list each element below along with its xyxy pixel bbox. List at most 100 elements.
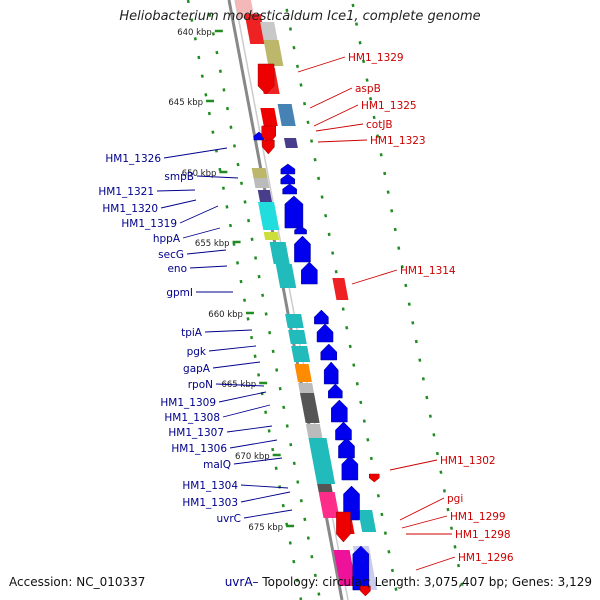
feature-block-29 <box>333 550 357 586</box>
forward-leader-malQ <box>233 457 283 465</box>
forward-gene-label-gpmI: gpmI <box>166 287 193 299</box>
forward-gene-label-HM1_1307: HM1_1307 <box>168 427 224 439</box>
reverse-leader-cotJB <box>315 123 364 132</box>
tick-ring-inner-left <box>186 0 303 600</box>
feature-block-3 <box>263 40 284 66</box>
forward-leader-HM1_1303 <box>240 491 291 503</box>
forward-arrow-4 <box>284 195 304 229</box>
feature-block-17 <box>288 330 307 344</box>
footer-dash: – <box>252 575 259 589</box>
reverse-gene-label-HM1_1325: HM1_1325 <box>361 100 417 112</box>
forward-gene-label-gapA: gapA <box>183 363 211 375</box>
forward-leader-HM1_1306 <box>229 439 278 449</box>
forward-leader-smpB <box>196 175 239 179</box>
forward-leader-tpiA <box>204 329 253 333</box>
forward-gene-label-hppA: hppA <box>153 233 181 245</box>
forward-gene-label-HM1_1319: HM1_1319 <box>121 218 177 230</box>
forward-gene-label-secG: secG <box>158 249 184 261</box>
scale-label-6: 670 kbp <box>235 452 270 462</box>
feature-block-5 <box>277 104 296 126</box>
forward-gene-label-eno: eno <box>167 263 187 275</box>
forward-gene-label-HM1_1306: HM1_1306 <box>171 443 227 455</box>
forward-gene-label-pgk: pgk <box>187 346 207 358</box>
feature-block-23 <box>305 424 323 438</box>
accession-label: Accession: NC_010337 <box>9 575 146 589</box>
forward-gene-label-smpB: smpB <box>164 171 194 183</box>
forward-arrow-11 <box>323 361 339 385</box>
summary-text: Topology: circular; Length: 3,075,407 bp… <box>262 575 592 589</box>
reverse-leader-HM1_1323 <box>317 139 368 143</box>
tick-ring-ring-right-b <box>350 0 467 600</box>
forward-leader-HM1_1307 <box>226 425 273 433</box>
forward-gene-label-HM1_1303: HM1_1303 <box>182 497 238 509</box>
feature-block-1 <box>244 14 267 44</box>
tick-ring-inner-right-left <box>205 0 322 600</box>
forward-leader-eno <box>189 265 228 269</box>
reverse-gene-label-HM1_1298: HM1_1298 <box>455 529 511 541</box>
feature-block-6 <box>260 108 278 126</box>
feature-block-9 <box>253 178 270 188</box>
forward-leader-HM1_1320 <box>160 199 197 209</box>
reverse-gene-label-aspB: aspB <box>355 83 381 95</box>
genome-summary: uvrA– Topology: circular; Length: 3,075,… <box>225 575 592 589</box>
reverse-leader-HM1_1296 <box>415 556 456 571</box>
forward-arrow-10 <box>320 343 338 361</box>
feature-block-19 <box>294 364 312 382</box>
scale-label-1: 645 kbp <box>168 98 203 108</box>
scale-label-4: 660 kbp <box>208 310 243 320</box>
reverse-gene-label-cotJB: cotJB <box>366 119 393 131</box>
forward-leader-pgk <box>208 345 257 352</box>
scale-label-7: 675 kbp <box>248 523 283 533</box>
forward-gene-label-malQ: malQ <box>203 459 231 471</box>
reverse-gene-label-HM1_1299: HM1_1299 <box>450 511 506 523</box>
feature-block-27 <box>358 510 377 532</box>
forward-leader-gapA <box>212 361 261 369</box>
forward-leader-HM1_1309 <box>218 391 267 403</box>
reverse-gene-label-HM1_1323: HM1_1323 <box>370 135 426 147</box>
reverse-arrow-5 <box>360 585 371 597</box>
forward-arrow-6 <box>294 235 311 263</box>
reverse-arrow-2 <box>262 139 275 155</box>
reverse-arrow-0 <box>257 63 275 95</box>
forward-leader-HM1_1308 <box>222 404 271 418</box>
forward-arrow-2 <box>280 173 296 185</box>
feature-block-18 <box>291 346 311 362</box>
reverse-leader-aspB <box>309 87 353 109</box>
gene-tag-uvrA[interactable]: uvrA <box>224 575 253 589</box>
reverse-gene-label-HM1_1302: HM1_1302 <box>440 455 496 467</box>
forward-gene-label-HM1_1320: HM1_1320 <box>102 203 158 215</box>
forward-gene-label-tpiA: tpiA <box>181 327 203 339</box>
forward-arrow-18 <box>352 545 370 591</box>
reverse-leader-HM1_1302 <box>389 459 438 471</box>
feature-block-22 <box>302 405 320 423</box>
forward-gene-label-rpoN: rpoN <box>188 379 213 391</box>
feature-block-8 <box>251 168 268 178</box>
feature-block-25 <box>317 484 333 492</box>
reverse-arrow-3 <box>369 473 380 483</box>
feature-block-10 <box>257 190 273 202</box>
forward-arrow-13 <box>331 399 348 423</box>
reverse-gene-label-HM1_1314: HM1_1314 <box>400 265 456 277</box>
map-title: Heliobacterium modesticaldum Ice1, compl… <box>119 9 481 24</box>
forward-gene-label-HM1_1326: HM1_1326 <box>105 153 161 165</box>
forward-arrow-12 <box>328 383 343 399</box>
forward-arrow-1 <box>280 163 296 175</box>
forward-arrow-9 <box>316 323 334 343</box>
reverse-leader-pgi <box>399 497 445 521</box>
forward-leader-uvrC <box>243 509 293 519</box>
forward-leader-HM1_1304 <box>240 484 289 489</box>
feature-block-0 <box>235 0 255 18</box>
reverse-leader-HM1_1314 <box>351 269 398 285</box>
reverse-leader-HM1_1325 <box>313 104 359 127</box>
reverse-gene-label-pgi: pgi <box>447 493 463 505</box>
forward-leader-secG <box>186 249 227 255</box>
forward-gene-label-HM1_1309: HM1_1309 <box>160 397 216 409</box>
forward-arrow-7 <box>301 261 318 285</box>
feature-block-16 <box>285 314 304 328</box>
reverse-gene-label-HM1_1329: HM1_1329 <box>348 52 404 64</box>
reverse-arrow-4 <box>336 511 351 543</box>
forward-gene-label-HM1_1308: HM1_1308 <box>164 412 220 424</box>
feature-block-11 <box>258 202 280 230</box>
feature-block-21 <box>300 393 317 405</box>
reverse-leader-HM1_1299 <box>401 515 448 529</box>
